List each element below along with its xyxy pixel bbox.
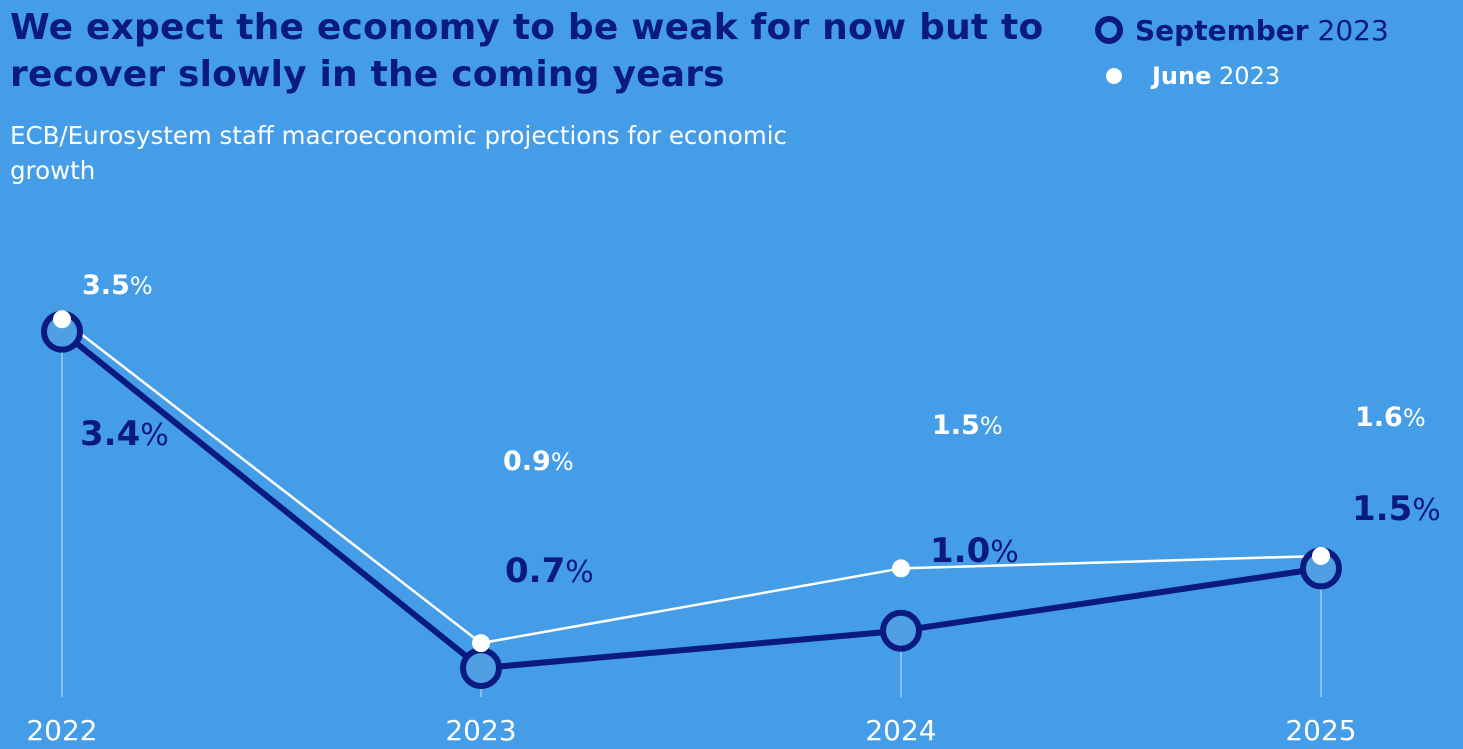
legend-september-year: 2023 <box>1317 13 1389 47</box>
x-tick-label: 2024 <box>865 714 936 747</box>
legend-june-month: June <box>1152 62 1212 90</box>
x-tick-label: 2022 <box>26 714 97 747</box>
june-data-label: 1.6% <box>1355 402 1426 433</box>
june-series-line <box>61 318 1322 645</box>
june-point <box>1312 546 1330 565</box>
september-point <box>460 647 502 690</box>
chart-title: We expect the economy to be weak for now… <box>10 7 1044 95</box>
x-tick-label: 2025 <box>1285 714 1356 747</box>
legend-september-month: September <box>1135 13 1309 47</box>
dot-marker-icon <box>1106 68 1122 84</box>
legend-june-year: 2023 <box>1219 62 1281 90</box>
june-data-label: 0.9% <box>503 446 574 477</box>
june-data-label: 3.5% <box>82 270 153 301</box>
september-data-label: 1.5% <box>1352 489 1441 529</box>
legend: September 2023 June 2023 <box>1095 4 1463 98</box>
legend-item-june: June 2023 <box>1095 54 1463 98</box>
june-point <box>53 310 71 329</box>
september-data-label: 3.4% <box>80 414 169 454</box>
june-data-label: 1.5% <box>932 410 1003 441</box>
chart-subtitle: ECB/Eurosystem staff macroeconomic proje… <box>10 121 788 185</box>
june-point <box>892 559 910 578</box>
ring-marker-icon <box>1095 16 1123 44</box>
x-tick-label: 2023 <box>445 714 516 747</box>
september-point <box>880 609 922 652</box>
september-data-label: 0.7% <box>505 551 594 591</box>
legend-item-september: September 2023 <box>1095 4 1463 56</box>
september-data-label: 1.0% <box>930 531 1019 571</box>
june-point <box>472 634 490 653</box>
september-series-line <box>60 329 1322 672</box>
